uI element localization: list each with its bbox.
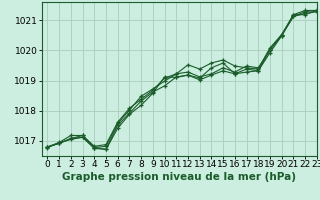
X-axis label: Graphe pression niveau de la mer (hPa): Graphe pression niveau de la mer (hPa)	[62, 172, 296, 182]
